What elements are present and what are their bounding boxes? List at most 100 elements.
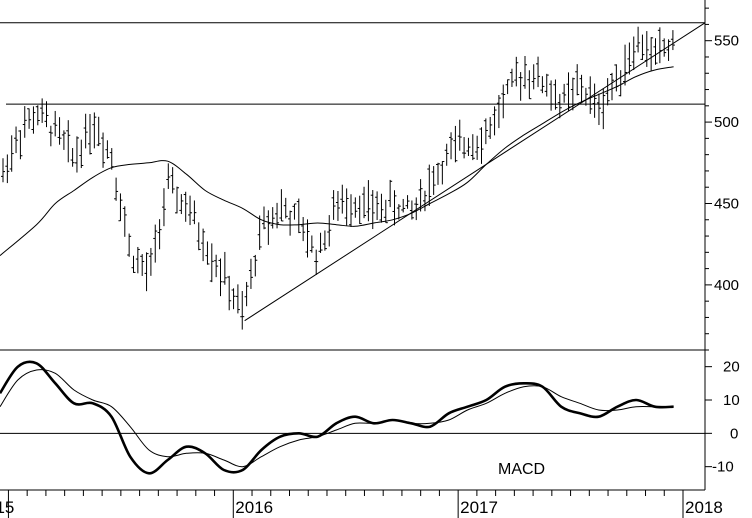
ohlc-bar [344,188,349,226]
ohlc-bar [14,126,19,154]
price-tick-label: 550 [714,33,739,50]
ohlc-bar [405,195,410,209]
ohlc-bar [436,162,440,185]
ohlc-bar [466,137,471,156]
ohlc-bar [401,198,406,213]
ohlc-bar [379,193,384,223]
ohlc-bar [457,119,462,151]
ohlc-bar [453,125,458,163]
ohlc-bar [518,72,523,101]
ohlc-bar [122,206,127,237]
ohlc-bar [527,70,532,100]
ohlc-bar [483,118,488,145]
ohlc-bar [640,34,645,61]
ohlc-bar [92,112,97,149]
ohlc-bar [479,127,484,164]
ohlc-bar [496,94,501,129]
ohlc-bar [670,30,675,51]
ohlc-bar [114,177,119,201]
ohlc-bar [557,93,562,119]
ohlc-bar [209,243,214,283]
ohlc-bar [414,197,419,221]
ohlc-bar [340,184,345,214]
ohlc-bar [74,136,79,173]
ohlc-bar [66,120,71,163]
price-panel: 400 450 500 550 [0,0,739,351]
ohlc-bar [9,135,14,172]
ohlc-bar [588,76,593,114]
ohlc-bar [166,163,171,189]
ohlc-bar [570,77,575,111]
price-axis-ticks: 400 450 500 550 [705,7,739,351]
ohlc-bar [279,189,284,222]
ohlc-bar [488,116,493,139]
ohlc-bar [623,44,628,86]
ohlc-bar [157,219,162,250]
ohlc-bar [140,254,145,276]
ohlc-bar [431,166,436,195]
ohlc-bar [57,117,62,145]
x-tick-label: 2016 [235,498,273,517]
ohlc-bar [96,116,101,147]
ohlc-bar [222,251,227,285]
ohlc-bar [305,219,310,258]
macd-main-line [0,360,674,475]
x-tick-label: 2018 [685,498,723,517]
ohlc-bar [27,108,32,129]
macd-tick-label: 0 [730,425,738,442]
ohlc-bar [636,26,641,53]
ohlc-bar [549,80,554,111]
ohlc-bar [292,203,297,220]
ohlc-bar [301,217,306,242]
ohlc-bar [544,73,549,97]
x-tick-label: 15 [0,498,14,517]
ohlc-bar [331,190,336,220]
macd-axis-ticks: -10 0 10 20 [705,359,740,476]
ohlc-bar [505,79,510,95]
ohlc-bar [205,241,210,265]
ohlc-bar [666,39,671,61]
ohlc-bar [248,258,253,289]
ohlc-bar [192,200,197,225]
ohlc-bar [118,193,123,222]
ohlc-bar [5,154,10,184]
ohlc-bar [366,180,371,222]
price-tick-label: 500 [714,114,739,131]
ohlc-bar [657,27,662,64]
ohlc-bar [266,210,271,245]
ohlc-bar [362,186,367,219]
ohlc-bar [579,74,584,103]
ohlc-bar [231,288,236,310]
ohlc-bar [144,252,149,292]
ohlc-bar [288,210,293,236]
ohlc-bar [161,188,166,227]
ohlc-bar [44,101,49,128]
ohlc-bar [536,56,541,88]
ohlc-bar [218,258,223,297]
ohlc-bar [583,87,588,106]
ohlc-bar [383,199,388,224]
macd-tick-label: 20 [723,359,740,376]
ohlc-bar [31,106,36,134]
ohlc-bar [618,70,623,97]
ohlc-bar [322,230,327,251]
ohlc-bar [357,195,362,225]
ohlc-bar [40,98,45,123]
ohlc-bar [523,56,527,89]
ohlc-bar [214,254,219,278]
ohlc-bar [396,204,401,220]
ohlc-bar [235,284,240,314]
ohlc-bar [131,255,136,273]
ohlc-bar [553,79,558,110]
ohlc-bar [370,190,375,230]
ohlc-bar [70,148,75,167]
ohlc-bar [35,105,40,126]
ohlc-bar [388,179,393,208]
ohlc-bar [179,194,184,215]
ohlc-bar [449,132,454,160]
macd-tick-label: 10 [723,392,740,409]
ohlc-bar [127,233,132,257]
ohlc-bar [444,143,449,166]
ohlc-bar [601,88,606,130]
